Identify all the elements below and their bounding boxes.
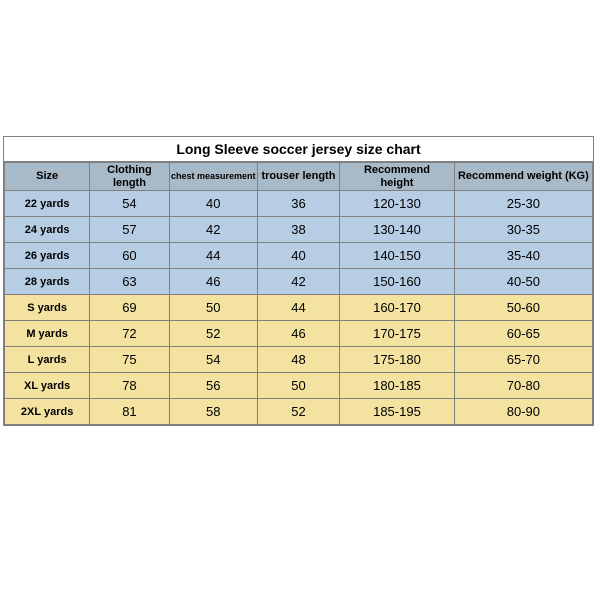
value-cell: 44 [257, 295, 339, 321]
size-chart: { "title": "Long Sleeve soccer jersey si… [3, 136, 594, 426]
size-cell: 2XL yards [5, 399, 90, 425]
value-cell: 150-160 [340, 269, 455, 295]
value-cell: 42 [257, 269, 339, 295]
size-cell: XL yards [5, 373, 90, 399]
value-cell: 30-35 [454, 217, 592, 243]
value-cell: 120-130 [340, 191, 455, 217]
col-header-1: Clothinglength [90, 163, 169, 191]
col-header-5: Recommend weight (KG) [454, 163, 592, 191]
value-cell: 46 [257, 321, 339, 347]
col-header-0: Size [5, 163, 90, 191]
value-cell: 81 [90, 399, 169, 425]
value-cell: 60 [90, 243, 169, 269]
col-header-3: trouser length [257, 163, 339, 191]
value-cell: 54 [169, 347, 257, 373]
value-cell: 70-80 [454, 373, 592, 399]
value-cell: 170-175 [340, 321, 455, 347]
value-cell: 40 [257, 243, 339, 269]
value-cell: 72 [90, 321, 169, 347]
table-row: 28 yards634642150-16040-50 [5, 269, 593, 295]
size-table: SizeClothinglengthchest measurementtrous… [4, 162, 593, 425]
size-cell: S yards [5, 295, 90, 321]
value-cell: 58 [169, 399, 257, 425]
value-cell: 60-65 [454, 321, 592, 347]
table-row: S yards695044160-17050-60 [5, 295, 593, 321]
size-cell: 28 yards [5, 269, 90, 295]
value-cell: 54 [90, 191, 169, 217]
value-cell: 38 [257, 217, 339, 243]
value-cell: 48 [257, 347, 339, 373]
value-cell: 42 [169, 217, 257, 243]
col-header-4: Recommendheight [340, 163, 455, 191]
table-row: 26 yards604440140-15035-40 [5, 243, 593, 269]
value-cell: 130-140 [340, 217, 455, 243]
chart-title: Long Sleeve soccer jersey size chart [4, 137, 593, 162]
value-cell: 57 [90, 217, 169, 243]
value-cell: 63 [90, 269, 169, 295]
value-cell: 175-180 [340, 347, 455, 373]
size-cell: M yards [5, 321, 90, 347]
table-row: 22 yards544036120-13025-30 [5, 191, 593, 217]
value-cell: 185-195 [340, 399, 455, 425]
value-cell: 78 [90, 373, 169, 399]
value-cell: 56 [169, 373, 257, 399]
value-cell: 40 [169, 191, 257, 217]
col-header-2: chest measurement [169, 163, 257, 191]
table-row: 24 yards574238130-14030-35 [5, 217, 593, 243]
value-cell: 44 [169, 243, 257, 269]
table-row: XL yards785650180-18570-80 [5, 373, 593, 399]
value-cell: 36 [257, 191, 339, 217]
value-cell: 65-70 [454, 347, 592, 373]
value-cell: 75 [90, 347, 169, 373]
value-cell: 40-50 [454, 269, 592, 295]
value-cell: 180-185 [340, 373, 455, 399]
table-row: L yards755448175-18065-70 [5, 347, 593, 373]
value-cell: 46 [169, 269, 257, 295]
value-cell: 50-60 [454, 295, 592, 321]
table-row: M yards725246170-17560-65 [5, 321, 593, 347]
value-cell: 160-170 [340, 295, 455, 321]
size-cell: L yards [5, 347, 90, 373]
size-cell: 24 yards [5, 217, 90, 243]
value-cell: 52 [257, 399, 339, 425]
header-row: SizeClothinglengthchest measurementtrous… [5, 163, 593, 191]
value-cell: 50 [169, 295, 257, 321]
value-cell: 80-90 [454, 399, 592, 425]
size-cell: 26 yards [5, 243, 90, 269]
value-cell: 69 [90, 295, 169, 321]
value-cell: 25-30 [454, 191, 592, 217]
value-cell: 52 [169, 321, 257, 347]
value-cell: 50 [257, 373, 339, 399]
size-cell: 22 yards [5, 191, 90, 217]
value-cell: 35-40 [454, 243, 592, 269]
table-row: 2XL yards815852185-19580-90 [5, 399, 593, 425]
value-cell: 140-150 [340, 243, 455, 269]
